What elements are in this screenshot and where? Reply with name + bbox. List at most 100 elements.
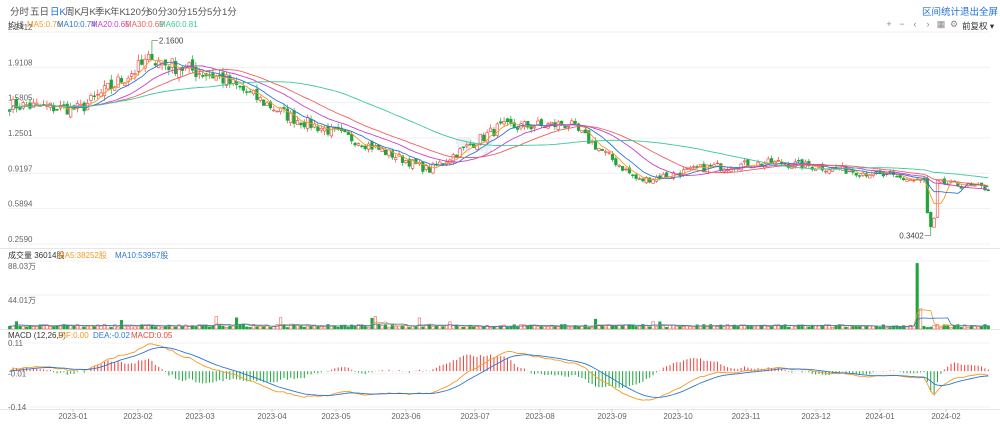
- period-tab[interactable]: 5分: [207, 7, 222, 18]
- macd-bar: [767, 367, 769, 372]
- period-tab[interactable]: 1分: [222, 7, 237, 18]
- period-tab[interactable]: 30分: [167, 7, 188, 18]
- candle-body: [912, 179, 916, 182]
- candle-body: [610, 154, 615, 160]
- volume-bar: [326, 324, 330, 330]
- candle-body: [431, 163, 435, 174]
- period-tab[interactable]: 年K: [110, 7, 126, 18]
- macd-bar: [357, 371, 359, 373]
- period-tab[interactable]: 120分: [125, 7, 151, 18]
- macd-bar: [784, 370, 786, 372]
- volume-bar: [749, 326, 753, 330]
- volume-tick-label: 44.01万: [8, 296, 36, 305]
- macd-bar: [320, 371, 322, 373]
- macd-bar: [90, 367, 92, 372]
- macd-bar: [151, 360, 153, 372]
- macd-bar: [984, 368, 986, 372]
- macd-bar: [263, 371, 265, 383]
- volume-bar: [614, 325, 618, 330]
- adjust-select[interactable]: 前复权 ▾: [962, 20, 994, 32]
- move-left-icon[interactable]: ‹: [913, 19, 917, 29]
- macd-bar: [215, 371, 217, 382]
- volume-bar: [414, 326, 418, 330]
- volume-bar: [766, 326, 770, 330]
- macd-bar: [693, 357, 695, 372]
- period-tab[interactable]: 五日: [30, 7, 50, 18]
- legend-item: MA10:0.74: [57, 20, 96, 29]
- volume-bar: [285, 327, 289, 330]
- grid-icon[interactable]: ▦: [936, 19, 946, 29]
- volume-bar: [407, 327, 411, 330]
- candle-body: [143, 58, 147, 69]
- volume-bar: [522, 324, 526, 330]
- macd-bar: [239, 371, 241, 380]
- candle-body: [797, 160, 801, 162]
- candle-body: [248, 91, 252, 93]
- candle-body: [146, 53, 151, 61]
- volume-bar: [451, 325, 455, 330]
- range-stats-link[interactable]: 区间统计: [922, 7, 961, 18]
- macd-bar: [608, 371, 610, 386]
- macd-bar: [540, 371, 542, 374]
- volume-bar: [106, 325, 110, 330]
- candle-body: [587, 130, 591, 144]
- macd-bar: [639, 371, 641, 384]
- macd-bar: [699, 358, 701, 372]
- candle-body: [14, 98, 19, 109]
- period-tab[interactable]: 60分: [147, 7, 168, 18]
- macd-bar: [100, 364, 102, 372]
- volume-bar: [976, 326, 980, 330]
- candle-body: [607, 152, 611, 154]
- period-tab[interactable]: 月K: [80, 7, 96, 18]
- period-tab[interactable]: 日K: [50, 7, 66, 18]
- move-right-icon[interactable]: ›: [926, 19, 930, 29]
- volume-bar: [207, 326, 212, 330]
- macd-bar: [334, 368, 336, 372]
- candle-body: [844, 166, 848, 174]
- macd-bar: [131, 363, 133, 372]
- period-tab[interactable]: 季K: [95, 7, 111, 18]
- macd-bar: [937, 371, 939, 382]
- exit-fullscreen-link[interactable]: 退出全屏: [960, 7, 999, 18]
- volume-bar: [563, 324, 567, 330]
- volume-bar: [753, 326, 757, 330]
- macd-bar: [649, 371, 651, 378]
- volume-bar: [113, 324, 117, 330]
- volume-bar: [438, 325, 442, 330]
- candle-body: [516, 127, 520, 130]
- candle-body: [180, 67, 184, 71]
- macd-bar: [510, 360, 512, 372]
- candle-body: [580, 130, 584, 133]
- price-tick-label: 2.2412: [8, 23, 33, 32]
- period-tab[interactable]: 15分: [187, 7, 208, 18]
- macd-bar: [9, 371, 11, 372]
- settings-icon[interactable]: ⚙: [949, 19, 959, 29]
- volume-bar: [925, 327, 929, 330]
- macd-bar: [46, 370, 48, 372]
- macd-bar: [229, 371, 231, 380]
- volume-bar: [38, 324, 42, 330]
- x-tick-label: 2023-07: [460, 412, 490, 421]
- macd-bar: [957, 363, 959, 372]
- volume-bar: [770, 326, 774, 330]
- period-tab[interactable]: 周K: [65, 7, 81, 18]
- volume-bar: [431, 326, 435, 330]
- candle-body: [52, 106, 56, 112]
- candle-body: [407, 158, 411, 167]
- volume-bar: [895, 325, 899, 330]
- ma5-line: [9, 59, 989, 205]
- zoom-out-icon[interactable]: −: [899, 19, 905, 29]
- zoom-in-icon[interactable]: +: [886, 19, 892, 29]
- macd-bar: [848, 371, 850, 374]
- candle-body: [109, 79, 113, 90]
- volume-bar: [279, 317, 283, 330]
- volume-bar: [218, 325, 222, 330]
- macd-bar: [513, 363, 515, 372]
- candle-body: [421, 161, 425, 172]
- period-tab[interactable]: 分时: [10, 7, 30, 18]
- macd-bar: [655, 371, 657, 373]
- candle-body: [465, 144, 469, 147]
- macd-bar: [642, 371, 644, 382]
- volume-bar: [807, 326, 811, 330]
